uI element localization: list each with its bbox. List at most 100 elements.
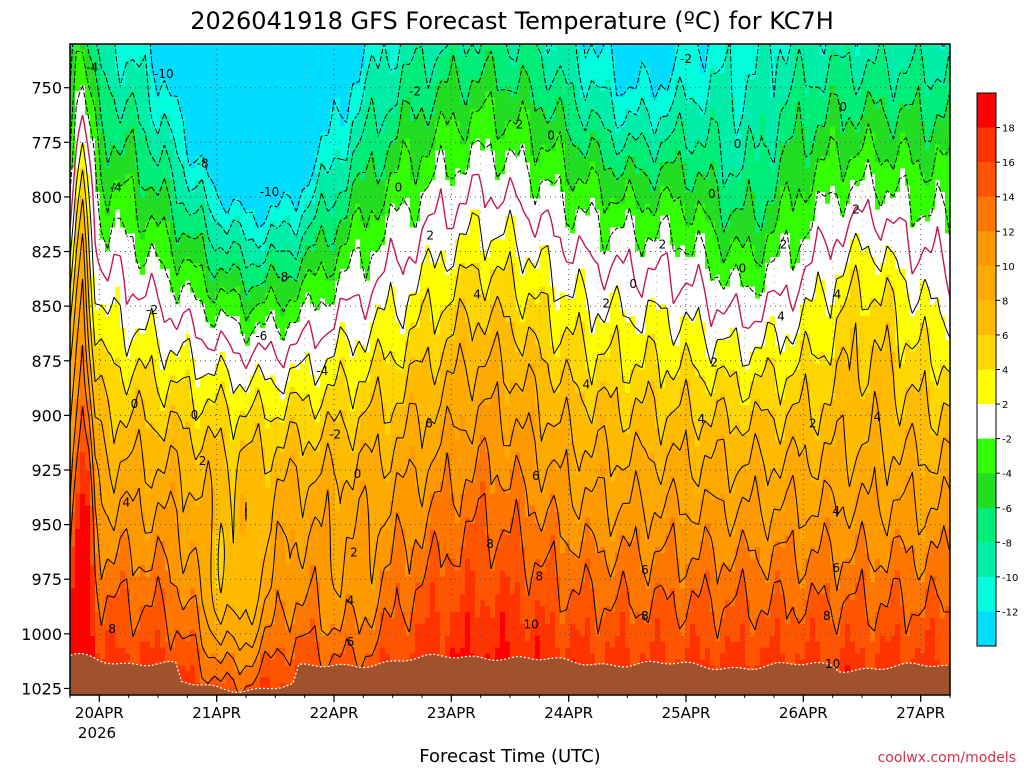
temperature-cell bbox=[200, 541, 206, 548]
temperature-cell bbox=[200, 440, 206, 448]
temperature-cell bbox=[165, 73, 171, 81]
temperature-cell bbox=[135, 416, 141, 424]
temperature-cell bbox=[260, 393, 266, 400]
temperature-cell bbox=[285, 653, 291, 661]
temperature-cell bbox=[185, 541, 191, 548]
temperature-cell bbox=[230, 138, 236, 146]
temperature-cell bbox=[170, 339, 176, 347]
temperature-cell bbox=[220, 97, 226, 104]
temperature-cell bbox=[90, 393, 96, 400]
temperature-cell bbox=[255, 552, 261, 560]
temperature-cell bbox=[120, 174, 126, 181]
temperature-cell bbox=[210, 79, 216, 87]
temperature-cell bbox=[190, 381, 196, 388]
temperature-cell bbox=[95, 162, 101, 169]
temperature-cell bbox=[140, 209, 146, 217]
temperature-cell bbox=[230, 487, 236, 495]
temperature-cell bbox=[165, 126, 171, 134]
temperature-cell bbox=[245, 322, 251, 329]
temperature-cell bbox=[170, 298, 176, 305]
temperature-cell bbox=[275, 91, 281, 98]
temperature-cell bbox=[75, 387, 81, 394]
temperature-cell bbox=[150, 115, 156, 122]
temperature-cell bbox=[195, 304, 201, 311]
temperature-cell bbox=[80, 257, 86, 264]
temperature-cell bbox=[275, 103, 281, 110]
temperature-cell bbox=[235, 292, 241, 300]
temperature-cell bbox=[75, 641, 81, 649]
temperature-cell bbox=[295, 197, 301, 205]
temperature-cell bbox=[260, 523, 266, 530]
temperature-cell bbox=[200, 191, 206, 199]
temperature-cell bbox=[235, 600, 241, 607]
temperature-cell bbox=[250, 55, 256, 63]
temperature-cell bbox=[190, 588, 196, 595]
temperature-cell bbox=[250, 434, 256, 442]
temperature-cell bbox=[185, 570, 191, 578]
temperature-cell bbox=[265, 635, 271, 643]
temperature-cell bbox=[155, 576, 161, 584]
temperature-cell bbox=[275, 529, 281, 536]
temperature-cell bbox=[95, 635, 101, 643]
temperature-cell bbox=[240, 375, 246, 382]
temperature-cell bbox=[180, 600, 186, 607]
temperature-cell bbox=[115, 517, 121, 524]
temperature-cell bbox=[220, 552, 226, 560]
temperature-cell bbox=[265, 150, 271, 158]
temperature-cell bbox=[100, 606, 106, 613]
temperature-cell bbox=[150, 180, 156, 187]
temperature-cell bbox=[215, 434, 221, 442]
temperature-cell bbox=[100, 322, 106, 329]
temperature-cell bbox=[215, 369, 221, 377]
temperature-cell bbox=[125, 393, 131, 400]
temperature-cell bbox=[115, 612, 121, 619]
temperature-cell bbox=[130, 653, 136, 661]
temperature-cell bbox=[270, 245, 276, 252]
temperature-cell bbox=[85, 635, 91, 643]
temperature-cell bbox=[95, 274, 101, 282]
temperature-cell bbox=[160, 351, 166, 359]
temperature-cell bbox=[80, 126, 86, 134]
temperature-cell bbox=[290, 168, 296, 175]
temperature-cell bbox=[280, 618, 286, 625]
temperature-cell bbox=[210, 452, 216, 459]
temperature-cell bbox=[165, 511, 171, 519]
temperature-cell bbox=[195, 363, 201, 371]
temperature-cell bbox=[135, 635, 141, 643]
temperature-cell bbox=[290, 629, 296, 637]
temperature-cell bbox=[250, 547, 256, 554]
temperature-cell bbox=[290, 493, 296, 501]
temperature-cell bbox=[120, 576, 126, 584]
temperature-cell bbox=[80, 570, 86, 578]
temperature-cell bbox=[175, 511, 181, 519]
temperature-cell bbox=[220, 487, 226, 495]
temperature-cell bbox=[110, 251, 116, 258]
temperature-cell bbox=[160, 464, 166, 471]
temperature-cell bbox=[95, 79, 101, 87]
temperature-cell bbox=[275, 552, 281, 560]
temperature-cell bbox=[105, 635, 111, 643]
temperature-cell bbox=[290, 606, 296, 613]
temperature-cell bbox=[170, 268, 176, 276]
temperature-cell bbox=[80, 150, 86, 158]
temperature-cell bbox=[95, 458, 101, 465]
temperature-cell bbox=[100, 535, 106, 542]
temperature-cell bbox=[155, 552, 161, 560]
temperature-cell bbox=[225, 310, 231, 317]
temperature-cell bbox=[75, 304, 81, 311]
temperature-cell bbox=[165, 186, 171, 193]
temperature-cell bbox=[180, 132, 186, 140]
temperature-cell bbox=[135, 629, 141, 637]
temperature-cell bbox=[130, 221, 136, 229]
temperature-cell bbox=[250, 416, 256, 424]
temperature-cell bbox=[205, 126, 211, 134]
temperature-cell bbox=[95, 564, 101, 572]
temperature-cell bbox=[125, 186, 131, 193]
temperature-cell bbox=[235, 659, 241, 667]
temperature-cell bbox=[120, 606, 126, 613]
temperature-cell bbox=[175, 49, 181, 57]
temperature-cell bbox=[70, 612, 76, 619]
temperature-cell bbox=[210, 458, 216, 465]
temperature-cell bbox=[195, 333, 201, 341]
temperature-cell bbox=[205, 517, 211, 524]
